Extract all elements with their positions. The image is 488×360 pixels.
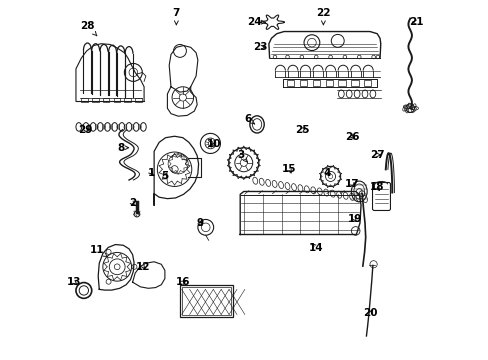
- Text: 25: 25: [294, 125, 308, 135]
- Bar: [180, 285, 233, 317]
- Text: 13: 13: [67, 277, 81, 287]
- Bar: [135, 98, 142, 102]
- Text: 21: 21: [408, 17, 423, 27]
- Bar: [113, 98, 120, 102]
- Text: 14: 14: [308, 243, 323, 253]
- Text: 9: 9: [196, 218, 203, 228]
- Text: 24: 24: [247, 17, 264, 27]
- Text: 15: 15: [282, 164, 296, 174]
- Bar: [351, 80, 358, 86]
- Bar: [325, 80, 332, 86]
- Bar: [102, 98, 109, 102]
- Bar: [299, 80, 306, 86]
- Text: 22: 22: [316, 8, 330, 25]
- Text: 2: 2: [129, 198, 136, 208]
- Bar: [92, 98, 99, 102]
- Text: 1: 1: [147, 168, 155, 178]
- Text: 12: 12: [136, 262, 150, 272]
- Text: 8: 8: [117, 143, 128, 153]
- Text: 20: 20: [363, 309, 377, 318]
- Bar: [124, 98, 131, 102]
- Text: 4: 4: [323, 168, 330, 178]
- Text: 19: 19: [347, 215, 362, 224]
- Text: 7: 7: [172, 8, 180, 25]
- Bar: [182, 287, 230, 315]
- Text: 27: 27: [369, 150, 384, 160]
- Text: 18: 18: [369, 182, 384, 192]
- Text: 11: 11: [89, 245, 107, 257]
- Bar: [364, 80, 371, 86]
- Text: 10: 10: [206, 139, 221, 149]
- Text: 17: 17: [344, 179, 359, 189]
- Text: 29: 29: [78, 125, 92, 135]
- Bar: [312, 80, 319, 86]
- Bar: [286, 80, 293, 86]
- Text: 23: 23: [253, 42, 267, 52]
- Text: 26: 26: [344, 132, 359, 142]
- Bar: [338, 80, 345, 86]
- Text: 28: 28: [80, 21, 97, 36]
- Text: 16: 16: [176, 277, 190, 287]
- Text: 6: 6: [244, 114, 254, 124]
- Text: 5: 5: [161, 171, 168, 181]
- Text: 3: 3: [237, 150, 247, 162]
- Bar: [81, 98, 88, 102]
